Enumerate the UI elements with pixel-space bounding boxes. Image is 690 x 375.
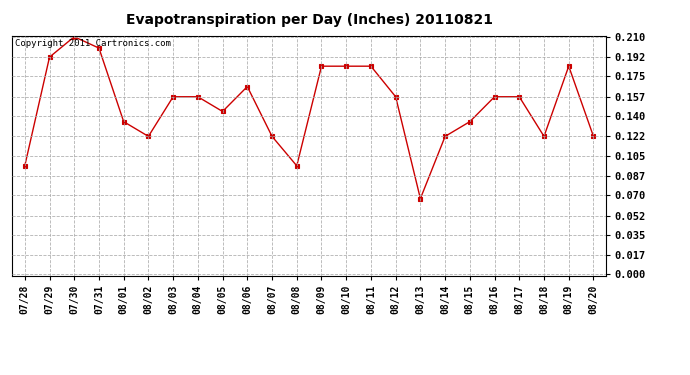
Text: Copyright 2011 Cartronics.com: Copyright 2011 Cartronics.com <box>15 39 171 48</box>
Text: Evapotranspiration per Day (Inches) 20110821: Evapotranspiration per Day (Inches) 2011… <box>126 13 493 27</box>
